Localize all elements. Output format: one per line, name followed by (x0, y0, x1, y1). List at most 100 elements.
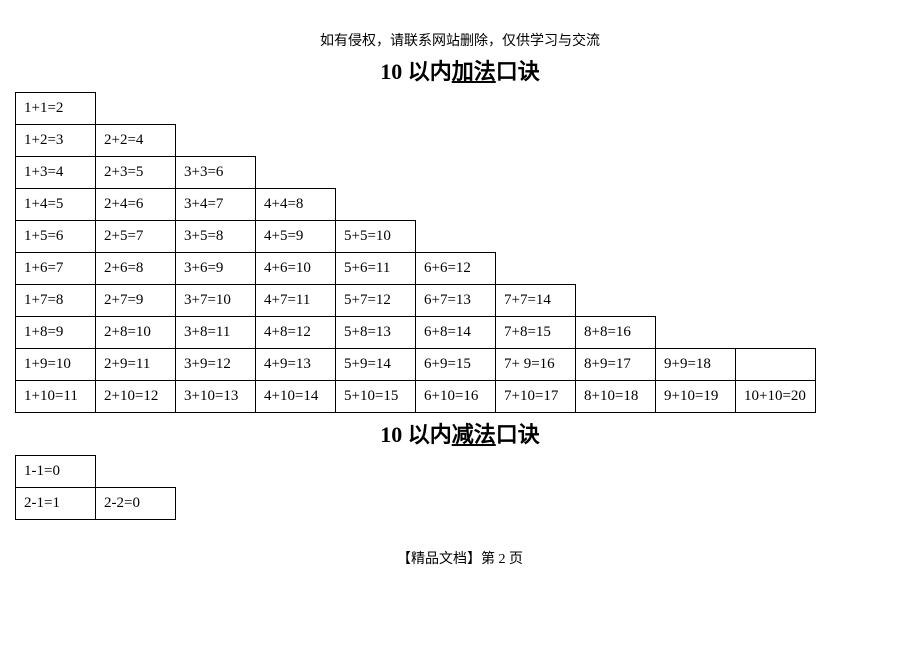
title2-prefix: 10 以内 (380, 422, 452, 447)
title1-underline: 加法 (452, 59, 496, 84)
subtraction-table: 1-1=02-1=12-2=0 (15, 455, 816, 520)
addition-empty-cell (176, 93, 256, 125)
addition-empty-cell (736, 93, 816, 125)
addition-table: 1+1=21+2=32+2=41+3=42+3=53+3=61+4=52+4=6… (15, 92, 816, 413)
addition-cell: 1+2=3 (16, 125, 96, 157)
addition-empty-cell (576, 157, 656, 189)
addition-row: 1+10=112+10=123+10=134+10=145+10=156+10=… (16, 381, 816, 413)
notice-text: 如有侵权，请联系网站删除，仅供学习与交流 (15, 30, 905, 50)
subtraction-empty-cell (416, 456, 496, 488)
addition-empty-cell (656, 189, 736, 221)
addition-cell: 1+8=9 (16, 317, 96, 349)
addition-empty-cell (496, 253, 576, 285)
addition-row: 1+7=82+7=93+7=104+7=115+7=126+7=137+7=14 (16, 285, 816, 317)
addition-cell: 7+10=17 (496, 381, 576, 413)
subtraction-empty-cell (576, 488, 656, 520)
addition-empty-cell (656, 253, 736, 285)
subtraction-cell: 1-1=0 (16, 456, 96, 488)
addition-cell: 4+5=9 (256, 221, 336, 253)
subtraction-empty-cell (96, 456, 176, 488)
addition-cell: 2+9=11 (96, 349, 176, 381)
addition-cell: 7+8=15 (496, 317, 576, 349)
addition-cell: 9+10=19 (656, 381, 736, 413)
addition-empty-cell (496, 157, 576, 189)
addition-empty-cell (256, 157, 336, 189)
footer-text: 【精品文档】第 2 页 (15, 548, 905, 568)
subtraction-row: 1-1=0 (16, 456, 816, 488)
addition-cell: 10+10=20 (736, 381, 816, 413)
addition-empty-cell (496, 189, 576, 221)
addition-cell: 1+7=8 (16, 285, 96, 317)
addition-cell: 3+4=7 (176, 189, 256, 221)
addition-empty-cell (336, 125, 416, 157)
subtraction-empty-cell (336, 456, 416, 488)
addition-cell: 1+6=7 (16, 253, 96, 285)
addition-empty-cell (416, 93, 496, 125)
addition-empty-cell (496, 93, 576, 125)
subtraction-cell: 2-2=0 (96, 488, 176, 520)
addition-cell: 2+8=10 (96, 317, 176, 349)
addition-empty-cell (496, 221, 576, 253)
addition-empty-cell (336, 157, 416, 189)
addition-cell: 8+9=17 (576, 349, 656, 381)
addition-cell: 4+7=11 (256, 285, 336, 317)
addition-cell: 7+ 9=16 (496, 349, 576, 381)
title2-suffix: 口诀 (496, 422, 540, 447)
addition-cell: 5+5=10 (336, 221, 416, 253)
addition-cell: 3+10=13 (176, 381, 256, 413)
addition-cell: 4+10=14 (256, 381, 336, 413)
addition-empty-cell (656, 93, 736, 125)
addition-empty-cell (96, 93, 176, 125)
addition-empty-cell (736, 125, 816, 157)
subtraction-empty-cell (656, 456, 736, 488)
addition-cell: 6+6=12 (416, 253, 496, 285)
addition-empty-cell (736, 253, 816, 285)
addition-cell: 2+4=6 (96, 189, 176, 221)
subtraction-empty-cell (176, 488, 256, 520)
addition-empty-cell (656, 221, 736, 253)
addition-empty-cell (576, 125, 656, 157)
addition-cell: 5+6=11 (336, 253, 416, 285)
addition-cell: 2+10=12 (96, 381, 176, 413)
title1-prefix: 10 以内 (380, 59, 452, 84)
addition-cell: 1+10=11 (16, 381, 96, 413)
addition-empty-cell (576, 253, 656, 285)
addition-empty-cell (496, 125, 576, 157)
subtraction-empty-cell (176, 456, 256, 488)
addition-cell: 1+3=4 (16, 157, 96, 189)
addition-row: 1+4=52+4=63+4=74+4=8 (16, 189, 816, 221)
subtraction-row: 2-1=12-2=0 (16, 488, 816, 520)
subtraction-empty-cell (256, 488, 336, 520)
addition-empty-cell (736, 317, 816, 349)
addition-cell: 3+7=10 (176, 285, 256, 317)
addition-empty-cell (416, 157, 496, 189)
subtraction-empty-cell (656, 488, 736, 520)
addition-empty-cell (256, 125, 336, 157)
addition-cell: 3+3=6 (176, 157, 256, 189)
addition-empty-cell (736, 189, 816, 221)
addition-cell: 4+4=8 (256, 189, 336, 221)
addition-cell: 8+10=18 (576, 381, 656, 413)
addition-empty-cell (416, 221, 496, 253)
addition-cell: 6+9=15 (416, 349, 496, 381)
addition-cell: 6+8=14 (416, 317, 496, 349)
addition-row: 1+6=72+6=83+6=94+6=105+6=116+6=12 (16, 253, 816, 285)
addition-cell: 5+9=14 (336, 349, 416, 381)
addition-empty-cell (576, 93, 656, 125)
subtraction-empty-cell (256, 456, 336, 488)
addition-empty-cell (336, 189, 416, 221)
title1-suffix: 口诀 (496, 59, 540, 84)
addition-empty-cell (736, 221, 816, 253)
addition-cell: 5+7=12 (336, 285, 416, 317)
addition-cell (736, 349, 816, 381)
addition-empty-cell (256, 93, 336, 125)
addition-empty-cell (176, 125, 256, 157)
addition-cell: 4+8=12 (256, 317, 336, 349)
title-addition: 10 以内加法口诀 (15, 54, 905, 86)
addition-cell: 8+8=16 (576, 317, 656, 349)
subtraction-empty-cell (416, 488, 496, 520)
addition-row: 1+9=102+9=113+9=124+9=135+9=146+9=157+ 9… (16, 349, 816, 381)
addition-empty-cell (576, 285, 656, 317)
addition-empty-cell (736, 157, 816, 189)
addition-empty-cell (416, 125, 496, 157)
